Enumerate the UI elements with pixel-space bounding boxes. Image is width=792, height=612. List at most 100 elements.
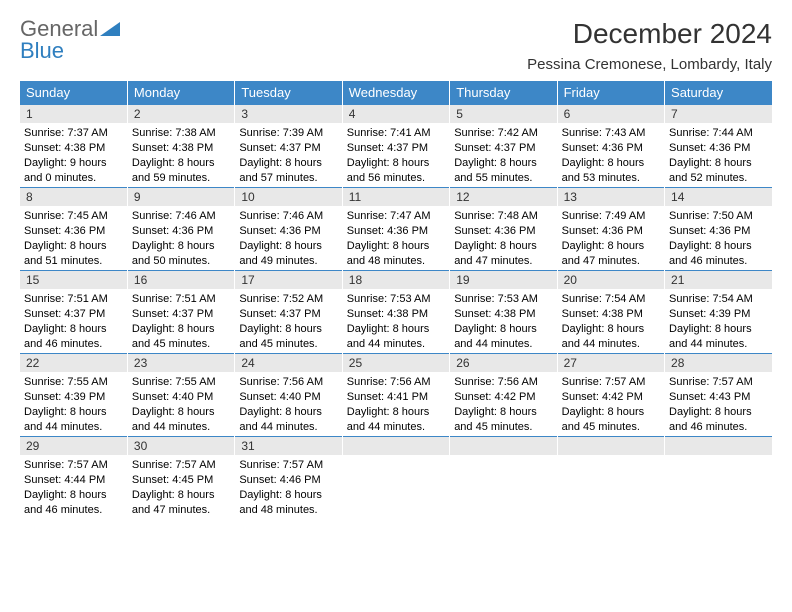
calendar-day-cell: 28Sunrise: 7:57 AMSunset: 4:43 PMDayligh… [665,353,772,436]
daylight-text: Daylight: 8 hours and 46 minutes. [669,405,768,435]
daylight-text: Daylight: 8 hours and 56 minutes. [347,156,445,186]
calendar-day-cell: 25Sunrise: 7:56 AMSunset: 4:41 PMDayligh… [342,353,449,436]
day-body: Sunrise: 7:48 AMSunset: 4:36 PMDaylight:… [450,206,556,270]
day-number: 4 [343,104,449,123]
day-number: 2 [128,104,234,123]
calendar-day-cell: 8Sunrise: 7:45 AMSunset: 4:36 PMDaylight… [20,187,127,270]
sunrise-text: Sunrise: 7:51 AM [132,292,230,307]
day-number: 26 [450,353,556,372]
calendar-day-cell: 16Sunrise: 7:51 AMSunset: 4:37 PMDayligh… [127,270,234,353]
daylight-text: Daylight: 8 hours and 47 minutes. [132,488,230,518]
sunrise-text: Sunrise: 7:43 AM [562,126,660,141]
calendar-body: 1Sunrise: 7:37 AMSunset: 4:38 PMDaylight… [20,104,772,519]
daylight-text: Daylight: 8 hours and 55 minutes. [454,156,552,186]
sunrise-text: Sunrise: 7:57 AM [562,375,660,390]
sunrise-text: Sunrise: 7:37 AM [24,126,123,141]
daylight-text: Daylight: 8 hours and 48 minutes. [239,488,337,518]
day-number [450,436,556,455]
calendar-day-cell: 23Sunrise: 7:55 AMSunset: 4:40 PMDayligh… [127,353,234,436]
sunrise-text: Sunrise: 7:57 AM [24,458,123,473]
daylight-text: Daylight: 8 hours and 49 minutes. [239,239,337,269]
day-body: Sunrise: 7:49 AMSunset: 4:36 PMDaylight:… [558,206,664,270]
day-number: 21 [665,270,772,289]
day-number: 3 [235,104,341,123]
day-body: Sunrise: 7:56 AMSunset: 4:41 PMDaylight:… [343,372,449,436]
calendar-day-cell: 2Sunrise: 7:38 AMSunset: 4:38 PMDaylight… [127,104,234,187]
day-body: Sunrise: 7:57 AMSunset: 4:46 PMDaylight:… [235,455,341,519]
day-body [558,455,664,519]
daylight-text: Daylight: 8 hours and 44 minutes. [562,322,660,352]
daylight-text: Daylight: 8 hours and 44 minutes. [132,405,230,435]
day-number: 8 [20,187,127,206]
day-number: 22 [20,353,127,372]
brand-logo: General Blue [20,18,120,62]
day-body: Sunrise: 7:44 AMSunset: 4:36 PMDaylight:… [665,123,772,187]
sunset-text: Sunset: 4:42 PM [454,390,552,405]
daylight-text: Daylight: 8 hours and 45 minutes. [239,322,337,352]
daylight-text: Daylight: 8 hours and 45 minutes. [454,405,552,435]
daylight-text: Daylight: 8 hours and 59 minutes. [132,156,230,186]
calendar-week-row: 22Sunrise: 7:55 AMSunset: 4:39 PMDayligh… [20,353,772,436]
sunset-text: Sunset: 4:40 PM [239,390,337,405]
sunset-text: Sunset: 4:36 PM [132,224,230,239]
day-body: Sunrise: 7:39 AMSunset: 4:37 PMDaylight:… [235,123,341,187]
calendar-table: Sunday Monday Tuesday Wednesday Thursday… [20,81,772,519]
daylight-text: Daylight: 8 hours and 53 minutes. [562,156,660,186]
sunset-text: Sunset: 4:43 PM [669,390,768,405]
day-body: Sunrise: 7:38 AMSunset: 4:38 PMDaylight:… [128,123,234,187]
day-number: 24 [235,353,341,372]
daylight-text: Daylight: 8 hours and 52 minutes. [669,156,768,186]
day-body: Sunrise: 7:43 AMSunset: 4:36 PMDaylight:… [558,123,664,187]
day-number: 19 [450,270,556,289]
sunset-text: Sunset: 4:44 PM [24,473,123,488]
sunrise-text: Sunrise: 7:54 AM [669,292,768,307]
day-body: Sunrise: 7:57 AMSunset: 4:43 PMDaylight:… [665,372,772,436]
day-body: Sunrise: 7:50 AMSunset: 4:36 PMDaylight:… [665,206,772,270]
sunrise-text: Sunrise: 7:51 AM [24,292,123,307]
day-body: Sunrise: 7:56 AMSunset: 4:42 PMDaylight:… [450,372,556,436]
calendar-day-cell: 10Sunrise: 7:46 AMSunset: 4:36 PMDayligh… [235,187,342,270]
col-tuesday: Tuesday [235,81,342,104]
daylight-text: Daylight: 8 hours and 47 minutes. [454,239,552,269]
sunset-text: Sunset: 4:36 PM [669,224,768,239]
daylight-text: Daylight: 8 hours and 44 minutes. [347,322,445,352]
sunset-text: Sunset: 4:37 PM [24,307,123,322]
daylight-text: Daylight: 8 hours and 44 minutes. [347,405,445,435]
month-title: December 2024 [527,18,772,50]
sunset-text: Sunset: 4:36 PM [562,141,660,156]
brand-part2: Blue [20,38,64,63]
day-number: 10 [235,187,341,206]
sunset-text: Sunset: 4:37 PM [347,141,445,156]
calendar-day-cell: 26Sunrise: 7:56 AMSunset: 4:42 PMDayligh… [450,353,557,436]
calendar-header-row: Sunday Monday Tuesday Wednesday Thursday… [20,81,772,104]
sunset-text: Sunset: 4:46 PM [239,473,337,488]
sunset-text: Sunset: 4:36 PM [239,224,337,239]
day-number [343,436,449,455]
day-body: Sunrise: 7:57 AMSunset: 4:44 PMDaylight:… [20,455,127,519]
day-number: 17 [235,270,341,289]
daylight-text: Daylight: 8 hours and 44 minutes. [454,322,552,352]
calendar-day-cell: 20Sunrise: 7:54 AMSunset: 4:38 PMDayligh… [557,270,664,353]
day-body: Sunrise: 7:54 AMSunset: 4:38 PMDaylight:… [558,289,664,353]
sunset-text: Sunset: 4:40 PM [132,390,230,405]
calendar-day-cell: 18Sunrise: 7:53 AMSunset: 4:38 PMDayligh… [342,270,449,353]
calendar-day-cell: 15Sunrise: 7:51 AMSunset: 4:37 PMDayligh… [20,270,127,353]
daylight-text: Daylight: 8 hours and 48 minutes. [347,239,445,269]
sunrise-text: Sunrise: 7:52 AM [239,292,337,307]
calendar-week-row: 8Sunrise: 7:45 AMSunset: 4:36 PMDaylight… [20,187,772,270]
sunrise-text: Sunrise: 7:50 AM [669,209,768,224]
day-body: Sunrise: 7:42 AMSunset: 4:37 PMDaylight:… [450,123,556,187]
calendar-day-cell: 19Sunrise: 7:53 AMSunset: 4:38 PMDayligh… [450,270,557,353]
sunrise-text: Sunrise: 7:53 AM [454,292,552,307]
sunrise-text: Sunrise: 7:48 AM [454,209,552,224]
day-number: 28 [665,353,772,372]
daylight-text: Daylight: 8 hours and 45 minutes. [132,322,230,352]
page-header: General Blue December 2024 Pessina Cremo… [20,18,772,73]
sunrise-text: Sunrise: 7:55 AM [132,375,230,390]
day-number: 1 [20,104,127,123]
day-body: Sunrise: 7:51 AMSunset: 4:37 PMDaylight:… [20,289,127,353]
sunrise-text: Sunrise: 7:49 AM [562,209,660,224]
day-body: Sunrise: 7:37 AMSunset: 4:38 PMDaylight:… [20,123,127,187]
calendar-day-cell: 6Sunrise: 7:43 AMSunset: 4:36 PMDaylight… [557,104,664,187]
sunset-text: Sunset: 4:37 PM [132,307,230,322]
